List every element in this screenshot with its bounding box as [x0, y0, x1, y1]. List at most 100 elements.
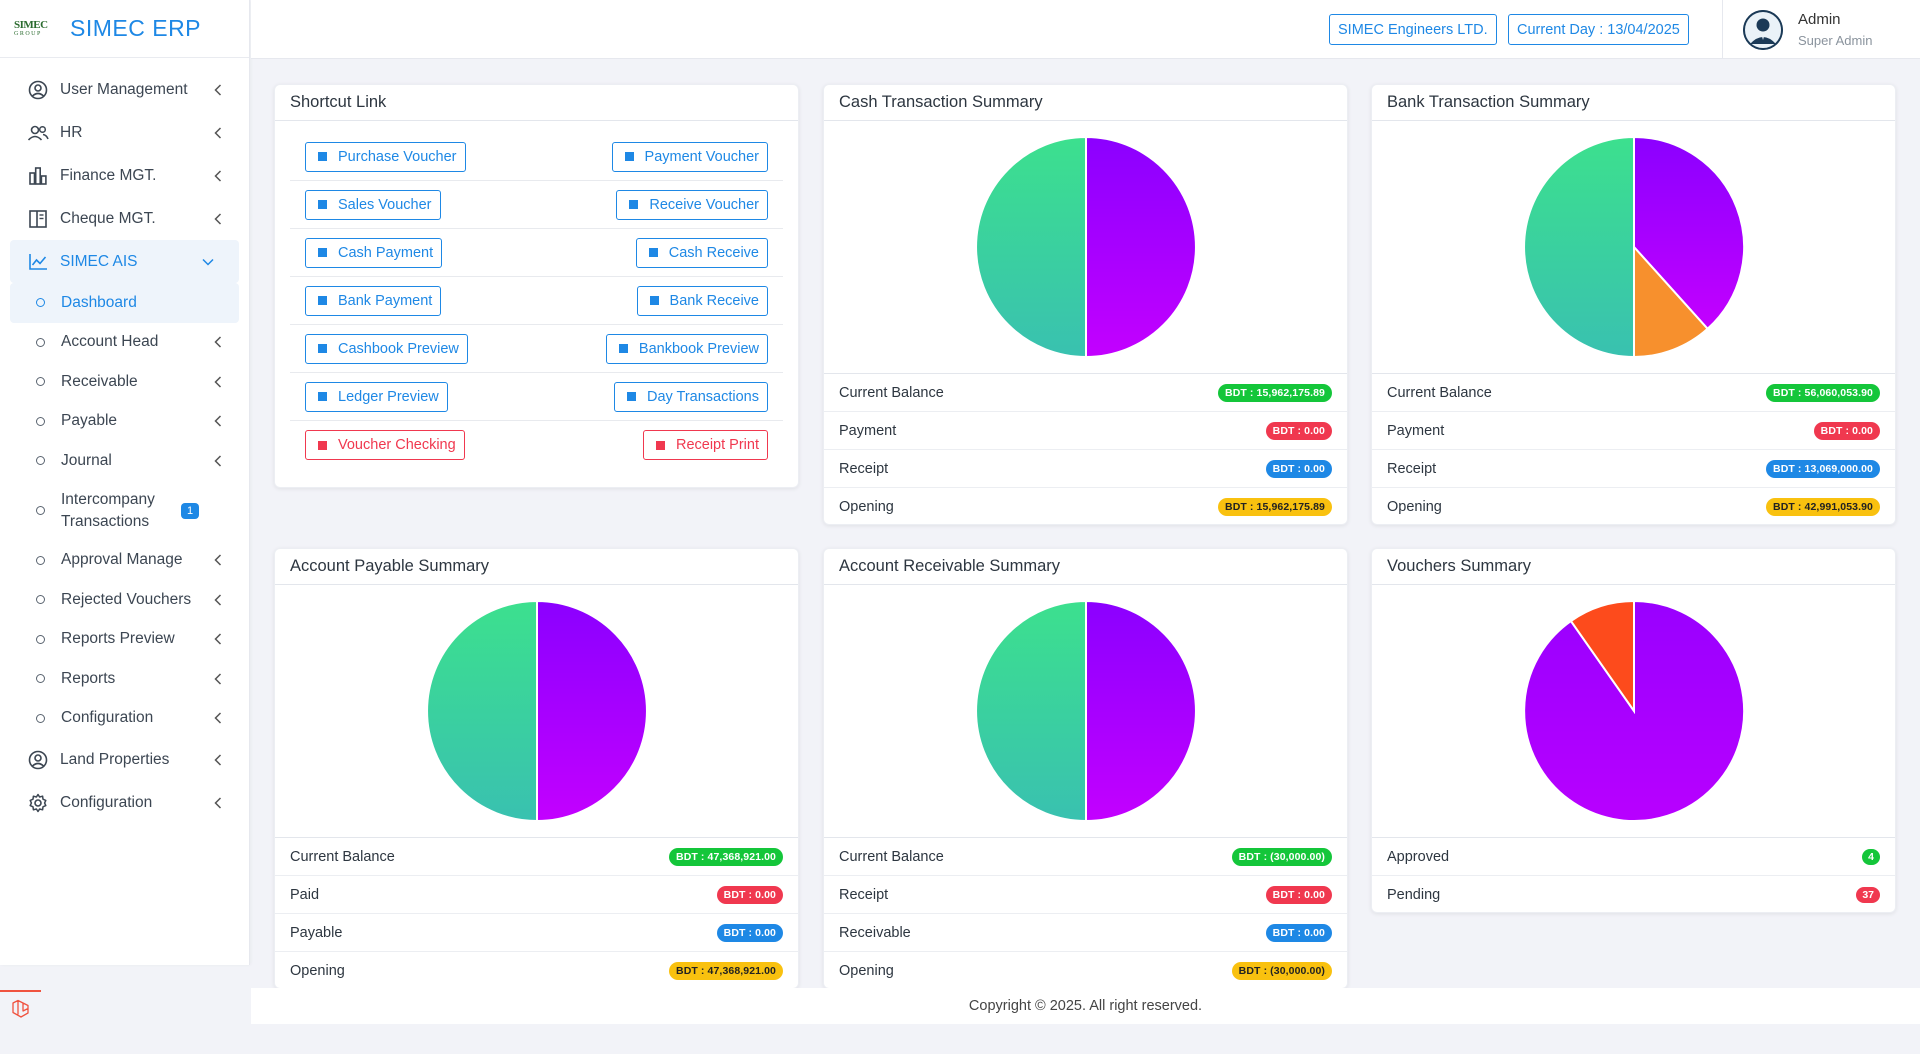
- stat-row: Current Balance BDT : 47,368,921.00: [275, 838, 798, 876]
- user-menu[interactable]: Admin Super Admin: [1722, 0, 1920, 59]
- square-icon: [629, 200, 639, 209]
- receive-voucher-button[interactable]: Receive Voucher: [616, 189, 768, 220]
- square-icon: [648, 248, 658, 257]
- stat-label: Payment: [1387, 422, 1445, 439]
- pie-slice-teal[interactable]: [426, 601, 538, 821]
- stat-row: Receipt BDT : 0.00: [824, 876, 1347, 914]
- stat-value-badge: BDT : 0.00: [1265, 885, 1332, 904]
- sidebar-subitem-label: Intercompany Transactions: [61, 490, 155, 530]
- voucher-checking-button[interactable]: Voucher Checking: [305, 430, 465, 460]
- button-label: Payment Voucher: [644, 148, 759, 165]
- sidebar-subitem-receivable[interactable]: Receivable: [0, 362, 249, 402]
- sidebar-item-hr[interactable]: HR: [0, 111, 249, 154]
- pie-slice-approved[interactable]: [1569, 601, 1635, 715]
- laravel-icon[interactable]: [0, 990, 41, 1026]
- bank-receive-button[interactable]: Bank Receive: [636, 285, 768, 316]
- pie-slice-purple[interactable]: [535, 601, 647, 821]
- stat-row: Current Balance BDT : 15,962,175.89: [824, 374, 1347, 412]
- stat-label: Receipt: [839, 460, 889, 477]
- square-icon: [655, 440, 665, 450]
- sidebar-item-cheque-mgt[interactable]: Cheque MGT.: [0, 197, 249, 240]
- button-label: Sales Voucher: [338, 196, 432, 213]
- sidebar-subitem-dashboard[interactable]: Dashboard: [10, 283, 239, 323]
- pie-slice-purple[interactable]: [1084, 137, 1196, 357]
- bank-payment-button[interactable]: Bank Payment: [305, 285, 442, 316]
- square-icon: [318, 248, 327, 257]
- pie-slice-orange[interactable]: [1632, 244, 1709, 357]
- brand[interactable]: SIMEC GROUP SIMEC ERP: [0, 0, 249, 58]
- sidebar-subitem-approval-manage[interactable]: Approval Manage: [0, 541, 249, 581]
- sidebar-subitem-reports[interactable]: Reports: [0, 659, 249, 699]
- ledger-preview-button[interactable]: Ledger Preview: [305, 381, 448, 412]
- sidebar-subitem-payable[interactable]: Payable: [0, 402, 249, 442]
- bankbook-preview-button[interactable]: Bankbook Preview: [605, 333, 768, 364]
- vouchers-summary-card: Vouchers Summary Approved 4 Pending 37: [1371, 548, 1896, 913]
- stat-row: Opening BDT : 47,368,921.00: [275, 952, 798, 990]
- shortcut-row: Cash Payment Cash Receive: [290, 229, 783, 277]
- cash-pie-chart: [824, 121, 1347, 374]
- chevron-left-icon: [211, 126, 225, 140]
- chevron-left-icon: [211, 375, 225, 389]
- card-title: Bank Transaction Summary: [1372, 85, 1895, 121]
- button-label: Cash Receive: [668, 244, 759, 261]
- circle-icon: [36, 337, 45, 347]
- sidebar-item-configuration[interactable]: Configuration: [0, 781, 249, 824]
- stat-value-badge: BDT : 0.00: [1265, 421, 1332, 440]
- stat-row: Receivable BDT : 0.00: [824, 914, 1347, 952]
- sidebar-subitem-journal[interactable]: Journal: [0, 441, 249, 481]
- pie-svg: [1523, 601, 1744, 821]
- sidebar-subitem-rejected-vouchers[interactable]: Rejected Vouchers: [0, 580, 249, 620]
- sidebar-item-label: SIMEC AIS: [60, 252, 138, 270]
- sidebar-subitem-intercompany-transactions[interactable]: Intercompany Transactions 1: [0, 481, 249, 541]
- users-icon: [26, 122, 50, 144]
- current-day-button[interactable]: Current Day : 13/04/2025: [1508, 14, 1689, 45]
- square-icon: [626, 392, 636, 401]
- receipt-print-button[interactable]: Receipt Print: [642, 430, 768, 460]
- sidebar-subitem-account-head[interactable]: Account Head: [0, 323, 249, 363]
- brand-name: SIMEC ERP: [70, 15, 202, 41]
- sidebar-subitem-label: Dashboard: [61, 293, 137, 311]
- stat-label: Receipt: [839, 886, 889, 903]
- circle-icon: [36, 674, 45, 684]
- account-payable-card: Account Payable Summary Current Balance B…: [274, 548, 799, 989]
- company-button[interactable]: SIMEC Engineers LTD.: [1329, 14, 1497, 45]
- cashbook-preview-button[interactable]: Cashbook Preview: [305, 333, 468, 364]
- sidebar-subitem-label: Approval Manage: [61, 551, 183, 569]
- chevron-left-icon: [211, 454, 225, 468]
- stat-label: Payment: [839, 422, 897, 439]
- pie-slice-teal[interactable]: [975, 601, 1087, 821]
- sidebar-subitem-reports-preview[interactable]: Reports Preview: [0, 620, 249, 660]
- simec-logo: SIMEC GROUP: [14, 16, 60, 42]
- button-label: Bank Payment: [338, 292, 433, 309]
- user-info: Admin Super Admin: [1798, 11, 1872, 48]
- square-icon: [318, 440, 327, 450]
- day-transactions-button[interactable]: Day Transactions: [613, 381, 768, 412]
- pie-slice-purple[interactable]: [1632, 137, 1744, 331]
- sidebar-item-simec-ais[interactable]: SIMEC AIS: [10, 240, 239, 283]
- payment-voucher-button[interactable]: Payment Voucher: [611, 141, 768, 172]
- cash-payment-button[interactable]: Cash Payment: [305, 237, 443, 268]
- sidebar-nav: User Management HR Finance MGT. Cheque M…: [0, 58, 249, 824]
- square-icon: [318, 392, 327, 401]
- sidebar-item-finance-mgt[interactable]: Finance MGT.: [0, 154, 249, 197]
- sidebar-item-label: Configuration: [60, 793, 153, 811]
- sidebar-subitem-label: Payable: [61, 412, 118, 430]
- sidebar-item-user-management[interactable]: User Management: [0, 68, 249, 111]
- pie-slice-teal[interactable]: [1523, 137, 1635, 357]
- sidebar-item-land-properties[interactable]: Land Properties: [0, 738, 249, 781]
- sales-voucher-button[interactable]: Sales Voucher: [305, 189, 441, 220]
- chevron-left-icon: [211, 632, 225, 646]
- book-icon: [26, 208, 50, 230]
- chevron-left-icon: [211, 83, 225, 97]
- pie-slice-teal[interactable]: [975, 137, 1087, 357]
- purchase-voucher-button[interactable]: Purchase Voucher: [305, 141, 466, 172]
- sidebar-subitem-configuration[interactable]: Configuration: [0, 699, 249, 739]
- stat-value-badge: BDT : 0.00: [1265, 459, 1332, 478]
- stat-label: Current Balance: [839, 848, 944, 865]
- circle-icon: [36, 456, 45, 466]
- pie-slice-purple[interactable]: [1084, 601, 1196, 821]
- stat-row: Payment BDT : 0.00: [824, 412, 1347, 450]
- cash-receive-button[interactable]: Cash Receive: [635, 237, 768, 268]
- button-label: Bank Receive: [669, 292, 759, 309]
- card-title: Account Payable Summary: [275, 549, 798, 585]
